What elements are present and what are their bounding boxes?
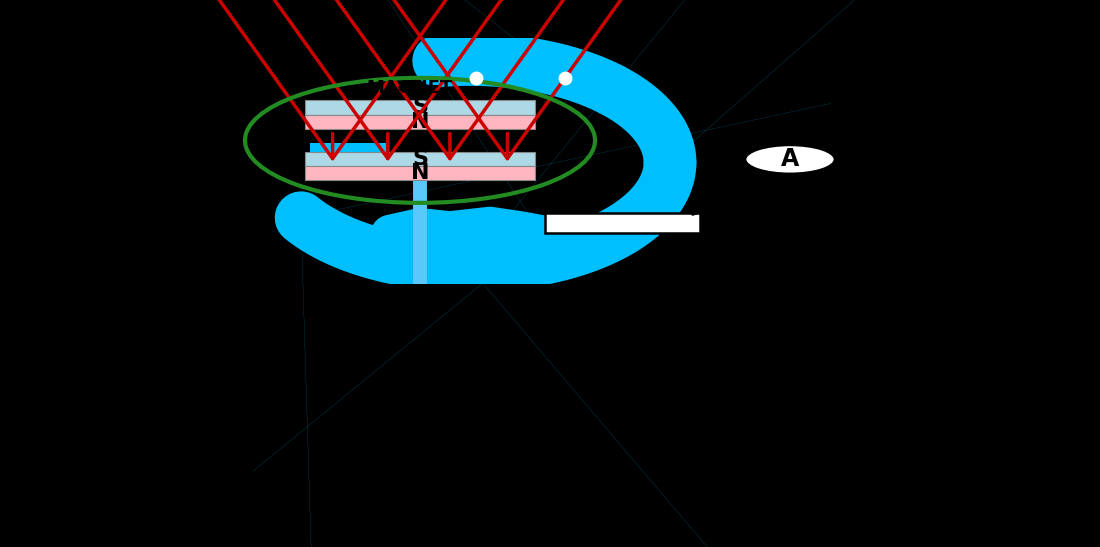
Bar: [305, 100, 535, 114]
Text: S: S: [412, 149, 428, 169]
Bar: [305, 152, 535, 166]
Bar: [305, 166, 535, 181]
Text: N: N: [410, 164, 429, 183]
Text: N: N: [410, 112, 429, 132]
Bar: [310, 143, 386, 153]
Bar: [544, 213, 700, 234]
Text: A: A: [781, 147, 799, 171]
Bar: [305, 114, 535, 129]
Ellipse shape: [745, 145, 835, 174]
Text: MAGNET: MAGNET: [367, 79, 453, 97]
Text: S: S: [412, 97, 428, 118]
